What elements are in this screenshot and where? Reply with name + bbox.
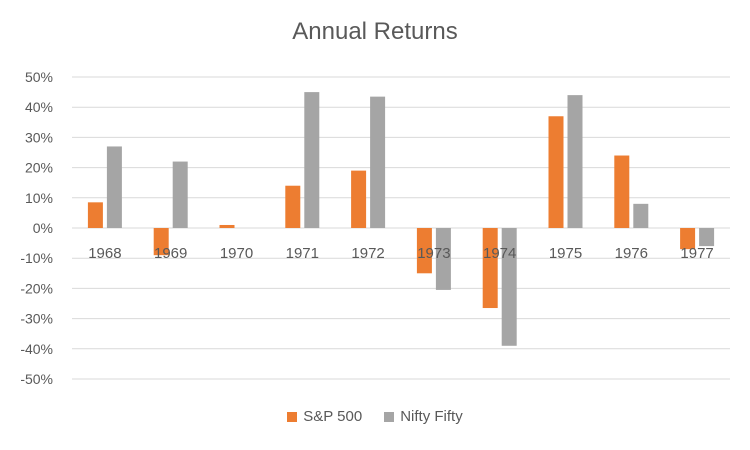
bar-sp500-1972 [351, 170, 367, 228]
x-tick-label: 1974 [483, 245, 516, 262]
bar-sp500-1970 [219, 224, 235, 228]
bar-nifty-fifty-1975 [567, 95, 583, 229]
y-axis-ticks: 50% 40% 30% 20% 10% 0% -10% -20% -30% -40% -50% [20, 69, 53, 387]
y-tick-label: -30% [20, 311, 53, 327]
chart-title: Annual Returns [292, 18, 458, 45]
bar-sp500-1971 [285, 185, 301, 228]
x-tick-label: 1968 [88, 245, 121, 262]
bar-nifty-fifty-1971 [304, 92, 320, 228]
x-tick-label: 1971 [286, 245, 319, 262]
x-axis-ticks: 1968 1969 1970 1971 1972 1973 1974 1975 1976 1977 [88, 245, 714, 262]
legend-label-nifty-fifty: Nifty Fifty [400, 408, 463, 425]
y-tick-label: 0% [33, 220, 53, 236]
x-tick-label: 1976 [615, 245, 648, 262]
y-tick-label: 40% [25, 99, 53, 115]
x-tick-label: 1972 [351, 245, 384, 262]
bar-nifty-fifty-1972 [370, 96, 386, 228]
y-tick-label: 50% [25, 69, 53, 85]
legend-label-sp500: S&P 500 [303, 408, 363, 425]
legend-swatch-sp500 [287, 411, 298, 422]
x-tick-label: 1975 [549, 245, 582, 262]
bar-sp500-1977 [680, 228, 696, 250]
x-tick-label: 1969 [154, 245, 187, 262]
bar-sp500-1974 [482, 228, 498, 309]
y-tick-label: -20% [20, 280, 53, 296]
bar-sp500-1968 [87, 202, 103, 228]
gridlines [72, 76, 730, 380]
y-tick-label: -10% [20, 250, 53, 266]
bar-nifty-fifty-1968 [106, 146, 122, 228]
bar-nifty-fifty-1969 [172, 161, 188, 228]
y-tick-label: 30% [25, 129, 53, 145]
legend-swatch-nifty-fifty [384, 411, 395, 422]
bar-nifty-fifty-1976 [633, 203, 649, 228]
bars [87, 92, 715, 346]
x-tick-label: 1977 [680, 245, 713, 262]
legend-item-nifty-fifty: Nifty Fifty [384, 408, 463, 425]
bar-sp500-1976 [614, 155, 630, 228]
bar-nifty-fifty-1974 [501, 228, 517, 346]
y-tick-label: 10% [25, 190, 53, 206]
y-tick-label: -40% [20, 341, 53, 357]
bar-nifty-fifty-1973 [435, 228, 451, 290]
y-tick-label: -50% [20, 371, 53, 387]
bar-sp500-1969 [153, 228, 169, 256]
x-tick-label: 1973 [417, 245, 450, 262]
bar-sp500-1973 [416, 228, 432, 274]
bar-nifty-fifty-1977 [699, 228, 715, 247]
legend: S&P 500 Nifty Fifty [0, 408, 750, 425]
legend-item-sp500: S&P 500 [287, 408, 362, 425]
x-tick-label: 1970 [220, 245, 253, 262]
bar-sp500-1975 [548, 116, 564, 228]
y-tick-label: 20% [25, 160, 53, 176]
